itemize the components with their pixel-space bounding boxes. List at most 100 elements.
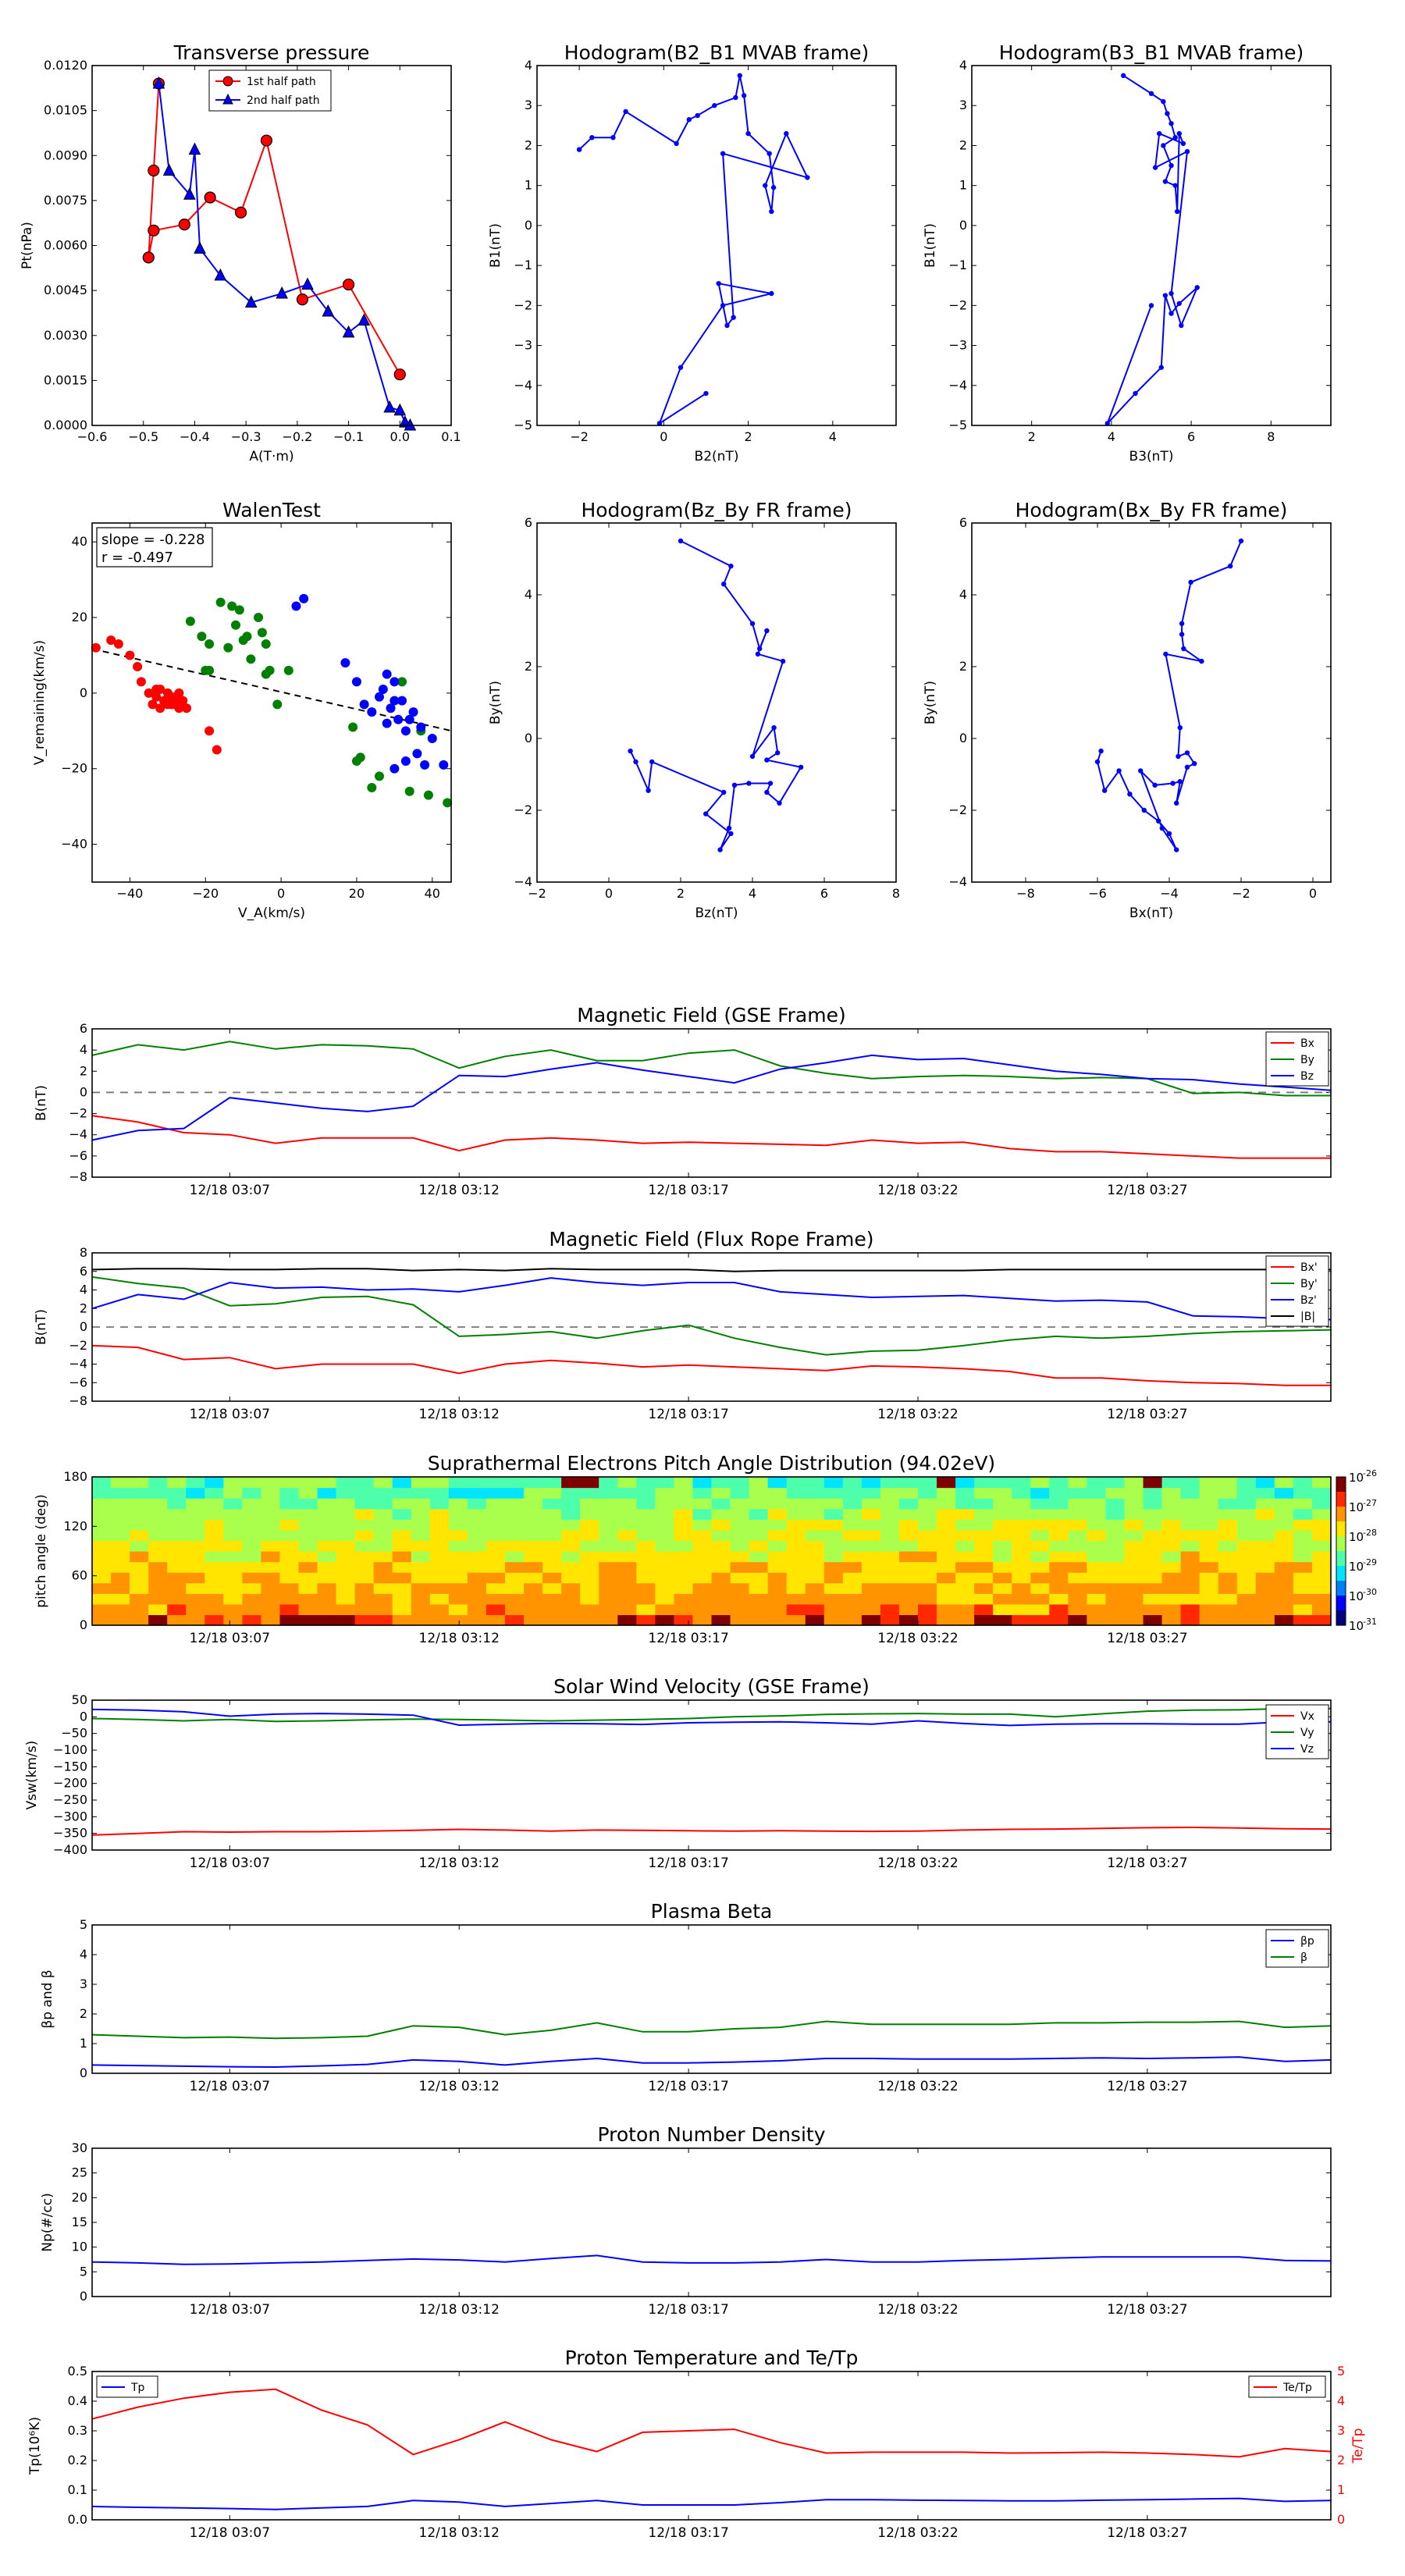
pad-cell (805, 1529, 825, 1542)
pad-cell (411, 1487, 431, 1499)
pad-cell (898, 1498, 919, 1510)
hodo_b2b1-ytick-label: 3 (525, 98, 532, 112)
pad-cell (354, 1582, 375, 1594)
hodo_b2b1-point (716, 280, 721, 286)
walen-point (155, 703, 165, 713)
pad-cell (205, 1508, 224, 1520)
pad-cell (1218, 1603, 1238, 1616)
pad-cell (317, 1487, 337, 1499)
pad-cell (692, 1603, 713, 1616)
pad-cell (354, 1551, 375, 1563)
transverse_pressure-xtick-label: 0.1 (441, 429, 461, 444)
hodo_bzby-ylabel: By(nT) (488, 681, 503, 724)
pad-cell (1199, 1614, 1219, 1626)
vsw-title: Solar Wind Velocity (GSE Frame) (553, 1675, 870, 1698)
hodo_bzby-xtick-label: 4 (749, 886, 756, 901)
hodo_b3b1-point (1158, 365, 1164, 370)
pad-cell (580, 1540, 599, 1552)
pad-cell (898, 1529, 919, 1542)
mag_fr-xtick-label: 12/18 03:12 (419, 1407, 500, 1422)
hodo_bxby-point (1166, 831, 1172, 837)
hodo_b2b1-point (770, 185, 777, 190)
pad-cell (1161, 1540, 1182, 1552)
hodo_bzby-point (731, 782, 738, 788)
pad-cell (336, 1508, 356, 1520)
pad-cell (842, 1614, 863, 1626)
pad-cell (392, 1593, 412, 1605)
pad-cell (411, 1572, 431, 1584)
walen-point (231, 620, 240, 630)
walen-point (133, 662, 143, 671)
legend-box (1265, 1929, 1329, 1968)
pad-cell (898, 1603, 919, 1616)
hodo_bzby-point (721, 582, 727, 587)
pad-cell (167, 1487, 187, 1499)
pad-cell (937, 1561, 956, 1573)
pad-cell (692, 1614, 713, 1626)
pad-cell (1236, 1508, 1257, 1520)
hodo_b2b1-ytick-label: 0 (525, 218, 532, 233)
pad-cell (1180, 1487, 1200, 1499)
hodo_b2b1-point (784, 130, 789, 137)
mag_gse-xtick-label: 12/18 03:07 (190, 1183, 270, 1198)
pad-cell (918, 1551, 937, 1563)
pad-cell (599, 1498, 618, 1510)
pad-cell (92, 1477, 112, 1489)
pad-cell (1049, 1498, 1069, 1510)
pad-cell (223, 1603, 243, 1616)
pad-cell (167, 1508, 187, 1520)
legend-label: By' (1300, 1278, 1318, 1290)
pad-cell (767, 1529, 788, 1542)
pad-cell (749, 1561, 769, 1573)
mag_gse-ytick-label: −2 (69, 1106, 87, 1121)
walen-point (151, 685, 162, 695)
pad-cell (354, 1561, 375, 1573)
pad-cell (711, 1582, 731, 1594)
pad-cell (373, 1519, 393, 1531)
pad-cell (692, 1477, 713, 1489)
pad-cell (561, 1540, 581, 1552)
pressure-marker-triangle (214, 268, 227, 281)
pad-cell (505, 1561, 525, 1573)
pad-cell (842, 1498, 863, 1510)
pad-cell (749, 1582, 769, 1594)
hodo_b2b1-point (678, 365, 684, 370)
pad-cell (130, 1593, 149, 1605)
pad-cell (861, 1519, 881, 1531)
pad-cell (317, 1593, 337, 1605)
pad-cell (1068, 1498, 1088, 1510)
pad-cell (823, 1551, 844, 1563)
tp-series-Tp (91, 2497, 1332, 2510)
pressure-marker-circle (296, 294, 309, 306)
pad-cell (692, 1498, 713, 1510)
pad-cell (1143, 1551, 1163, 1563)
walen-fit-line (91, 648, 452, 732)
np-frame (91, 2147, 1332, 2297)
walen-point (378, 685, 388, 695)
pad-cell (261, 1603, 281, 1616)
pad-cell (1199, 1593, 1219, 1605)
pad-cell (1030, 1561, 1050, 1573)
pad-cell (1030, 1477, 1050, 1489)
hodo_b2b1-point (767, 151, 772, 156)
pad-cell (467, 1540, 487, 1552)
hodo_b2b1-point (695, 112, 700, 119)
pad-cell (448, 1593, 468, 1605)
pressure-marker-circle (260, 134, 273, 147)
pad-cell (730, 1498, 750, 1510)
legend-swatch-triangle (222, 93, 233, 105)
pad-cell (711, 1551, 731, 1563)
pad-cell (937, 1508, 956, 1520)
mag_fr-ytick-label: 8 (80, 1245, 87, 1260)
pad-cell (655, 1614, 675, 1626)
mag_gse-frame (91, 1028, 1332, 1178)
legend-label: Te/Tp (1282, 2382, 1312, 2394)
pad-cell (205, 1498, 224, 1510)
pad-cell (167, 1540, 187, 1552)
transverse_pressure-ytick-label: 0.0000 (44, 418, 87, 432)
transverse_pressure-ytick-label: 0.0105 (44, 103, 87, 118)
pad-cell (805, 1593, 825, 1605)
pad-cell (937, 1487, 956, 1499)
transverse_pressure-panel: Transverse pressure −0.6 −0.5 −0.4 −0.3 −0.2 −… (20, 41, 461, 464)
pad-cell (524, 1593, 543, 1605)
